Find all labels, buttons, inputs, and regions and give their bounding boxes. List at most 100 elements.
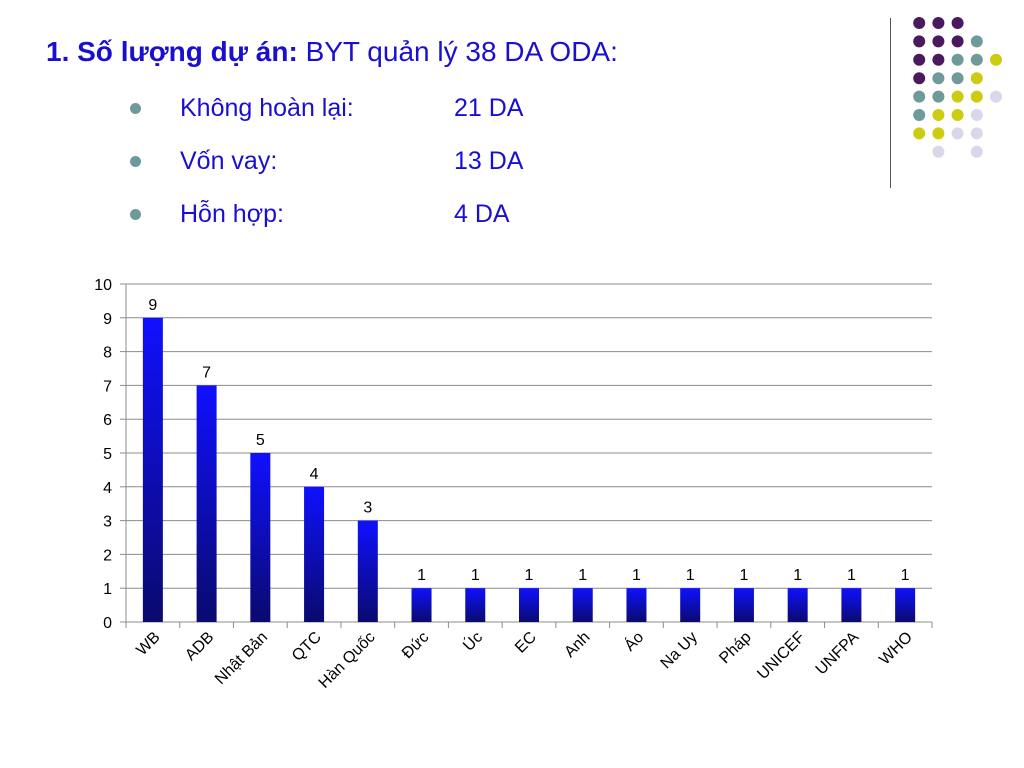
decorative-dot — [913, 53, 926, 66]
category-label: Nhật Bản — [212, 629, 271, 688]
decorative-dot — [932, 109, 945, 121]
bar — [304, 486, 325, 622]
bullet-value: 21 DA — [454, 94, 524, 122]
decorative-dot — [913, 109, 926, 121]
bullet-label: Hỗn hợp: — [180, 200, 284, 228]
y-tick-label: 1 — [103, 581, 112, 598]
y-tick-label: 5 — [103, 446, 112, 463]
bar — [787, 588, 808, 622]
category-label: WB — [133, 629, 163, 659]
bar — [411, 588, 432, 622]
data-label: 1 — [417, 567, 426, 584]
y-tick-label: 10 — [94, 277, 112, 294]
bar — [895, 588, 916, 622]
decorative-dot — [932, 127, 945, 140]
category-label: Úc — [459, 627, 486, 654]
data-label: 1 — [632, 567, 641, 584]
data-label: 1 — [901, 567, 910, 584]
decorative-dot — [932, 17, 945, 29]
y-tick-label: 9 — [103, 311, 112, 328]
decorative-dot — [951, 53, 964, 66]
bullet-label: Không hoàn lại: — [180, 94, 354, 122]
data-label: 5 — [256, 432, 265, 449]
data-label: 1 — [793, 567, 802, 584]
category-label: UNFPA — [813, 629, 863, 679]
decorative-dot — [970, 53, 983, 66]
y-tick-label: 3 — [103, 514, 112, 531]
category-label: Hàn Quốc — [316, 629, 379, 692]
decorative-dot — [932, 90, 945, 103]
category-label: Na Uy — [658, 629, 701, 672]
decorative-divider — [890, 18, 891, 188]
data-label: 3 — [363, 500, 372, 517]
y-tick-label: 6 — [103, 412, 112, 429]
bullet-dot-icon — [130, 103, 141, 114]
bullet-label: Vốn vay: — [180, 147, 278, 175]
data-label: 1 — [686, 567, 695, 584]
data-label: 4 — [310, 466, 319, 483]
y-tick-label: 7 — [103, 378, 112, 395]
bar — [250, 453, 271, 622]
decorative-dot — [932, 35, 945, 48]
data-label: 1 — [471, 567, 480, 584]
title-rest: BYT quản lý 38 DA ODA: — [297, 36, 618, 67]
data-label: 1 — [739, 567, 748, 584]
decorative-dot — [913, 17, 926, 29]
y-tick-label: 0 — [103, 615, 112, 632]
decorative-dot — [913, 127, 926, 140]
decorative-dot — [990, 90, 1002, 103]
decorative-dot — [913, 90, 926, 103]
category-label: Đức — [399, 629, 432, 662]
slide-title: 1. Số lượng dự án: BYT quản lý 38 DA ODA… — [46, 34, 618, 70]
category-label: QTC — [289, 629, 325, 665]
data-label: 1 — [847, 567, 856, 584]
decorative-dot — [970, 127, 983, 140]
decorative-dot — [951, 17, 964, 29]
data-label: 1 — [578, 567, 587, 584]
decorative-dot — [913, 35, 926, 48]
data-label: 9 — [148, 297, 157, 314]
bar — [196, 385, 217, 622]
category-label: ADB — [182, 629, 217, 664]
bar — [519, 588, 539, 622]
decorative-dot — [932, 145, 945, 158]
bullet-value: 4 DA — [454, 200, 510, 228]
decorative-dot — [970, 145, 983, 158]
data-label: 7 — [202, 364, 211, 381]
decorative-dot — [932, 72, 945, 85]
decorative-dot — [970, 35, 983, 48]
decorative-dot — [970, 72, 983, 85]
decorative-dot — [970, 90, 983, 103]
y-tick-label: 8 — [103, 345, 112, 362]
bar — [142, 317, 163, 622]
bar — [572, 588, 593, 622]
bullet-value: 13 DA — [454, 147, 524, 175]
bar — [626, 588, 647, 622]
bar — [357, 520, 378, 622]
decorative-dot — [951, 109, 964, 121]
bar — [841, 588, 862, 622]
bar — [465, 588, 486, 622]
data-label: 1 — [525, 567, 534, 584]
category-label: WHO — [876, 629, 916, 669]
decorative-dot — [913, 72, 926, 85]
bar — [733, 588, 754, 622]
title-bold: 1. Số lượng dự án: — [46, 36, 298, 67]
category-label: Áo — [620, 627, 647, 654]
decorative-dot — [990, 53, 1002, 66]
category-label: EC — [512, 629, 540, 657]
bullet-dot-icon — [130, 156, 141, 167]
y-tick-label: 2 — [103, 547, 112, 564]
bar-chart: 0 1 2 3 4 5 6 7 8 9 10 9 WB 7 ADB 5 Nhật Bản 4 QTC 3 Hàn Quố… — [94, 277, 933, 692]
decorative-dot — [951, 127, 964, 140]
y-tick-label: 4 — [103, 480, 112, 497]
bullet-dot-icon — [130, 209, 141, 220]
decorative-dot — [951, 90, 964, 103]
category-label: Pháp — [716, 629, 755, 668]
decorative-dot — [951, 72, 964, 85]
category-label: Anh — [561, 629, 593, 661]
bar — [680, 588, 701, 622]
category-label: UNICEF — [754, 629, 808, 683]
decorative-dot — [951, 35, 964, 48]
decorative-dot — [932, 53, 945, 66]
